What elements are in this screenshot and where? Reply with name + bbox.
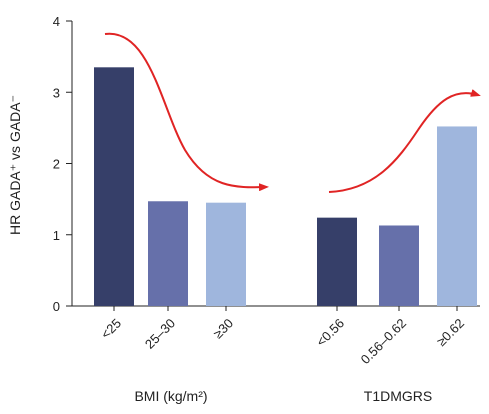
- y-tick-label: 4: [53, 14, 60, 29]
- y-tick-label: 1: [53, 228, 60, 243]
- upward-trend-arrow: [328, 89, 481, 193]
- y-tick-label: 2: [53, 157, 60, 172]
- group-label: T1DMGRS: [364, 388, 432, 404]
- x-category-label: 0.56–0.62: [358, 316, 410, 368]
- group-label: BMI (kg/m²): [134, 388, 207, 404]
- trend-arrows: [104, 32, 481, 193]
- y-tick-label: 3: [53, 85, 60, 100]
- category-labels: <25 25–30 ≥30 BMI (kg/m²) <0.56 0.56–0.62 ≥0.6…: [98, 316, 467, 404]
- x-category-label: ≥0.62: [434, 316, 468, 350]
- bar: [437, 126, 477, 306]
- x-category-label: 25–30: [142, 316, 178, 352]
- x-category-label: <25: [98, 316, 124, 342]
- bar: [148, 201, 188, 306]
- bar: [94, 67, 134, 306]
- bar: [379, 225, 419, 306]
- bar: [317, 217, 357, 306]
- bar: [206, 202, 246, 306]
- downward-trend-arrow: [104, 32, 269, 192]
- x-category-label: ≥30: [210, 316, 236, 342]
- bars: [94, 67, 477, 306]
- y-tick-label: 0: [53, 299, 60, 314]
- x-category-label: <0.56: [313, 316, 347, 350]
- y-axis-title: HR GADA⁺ vs GADA⁻: [7, 95, 23, 235]
